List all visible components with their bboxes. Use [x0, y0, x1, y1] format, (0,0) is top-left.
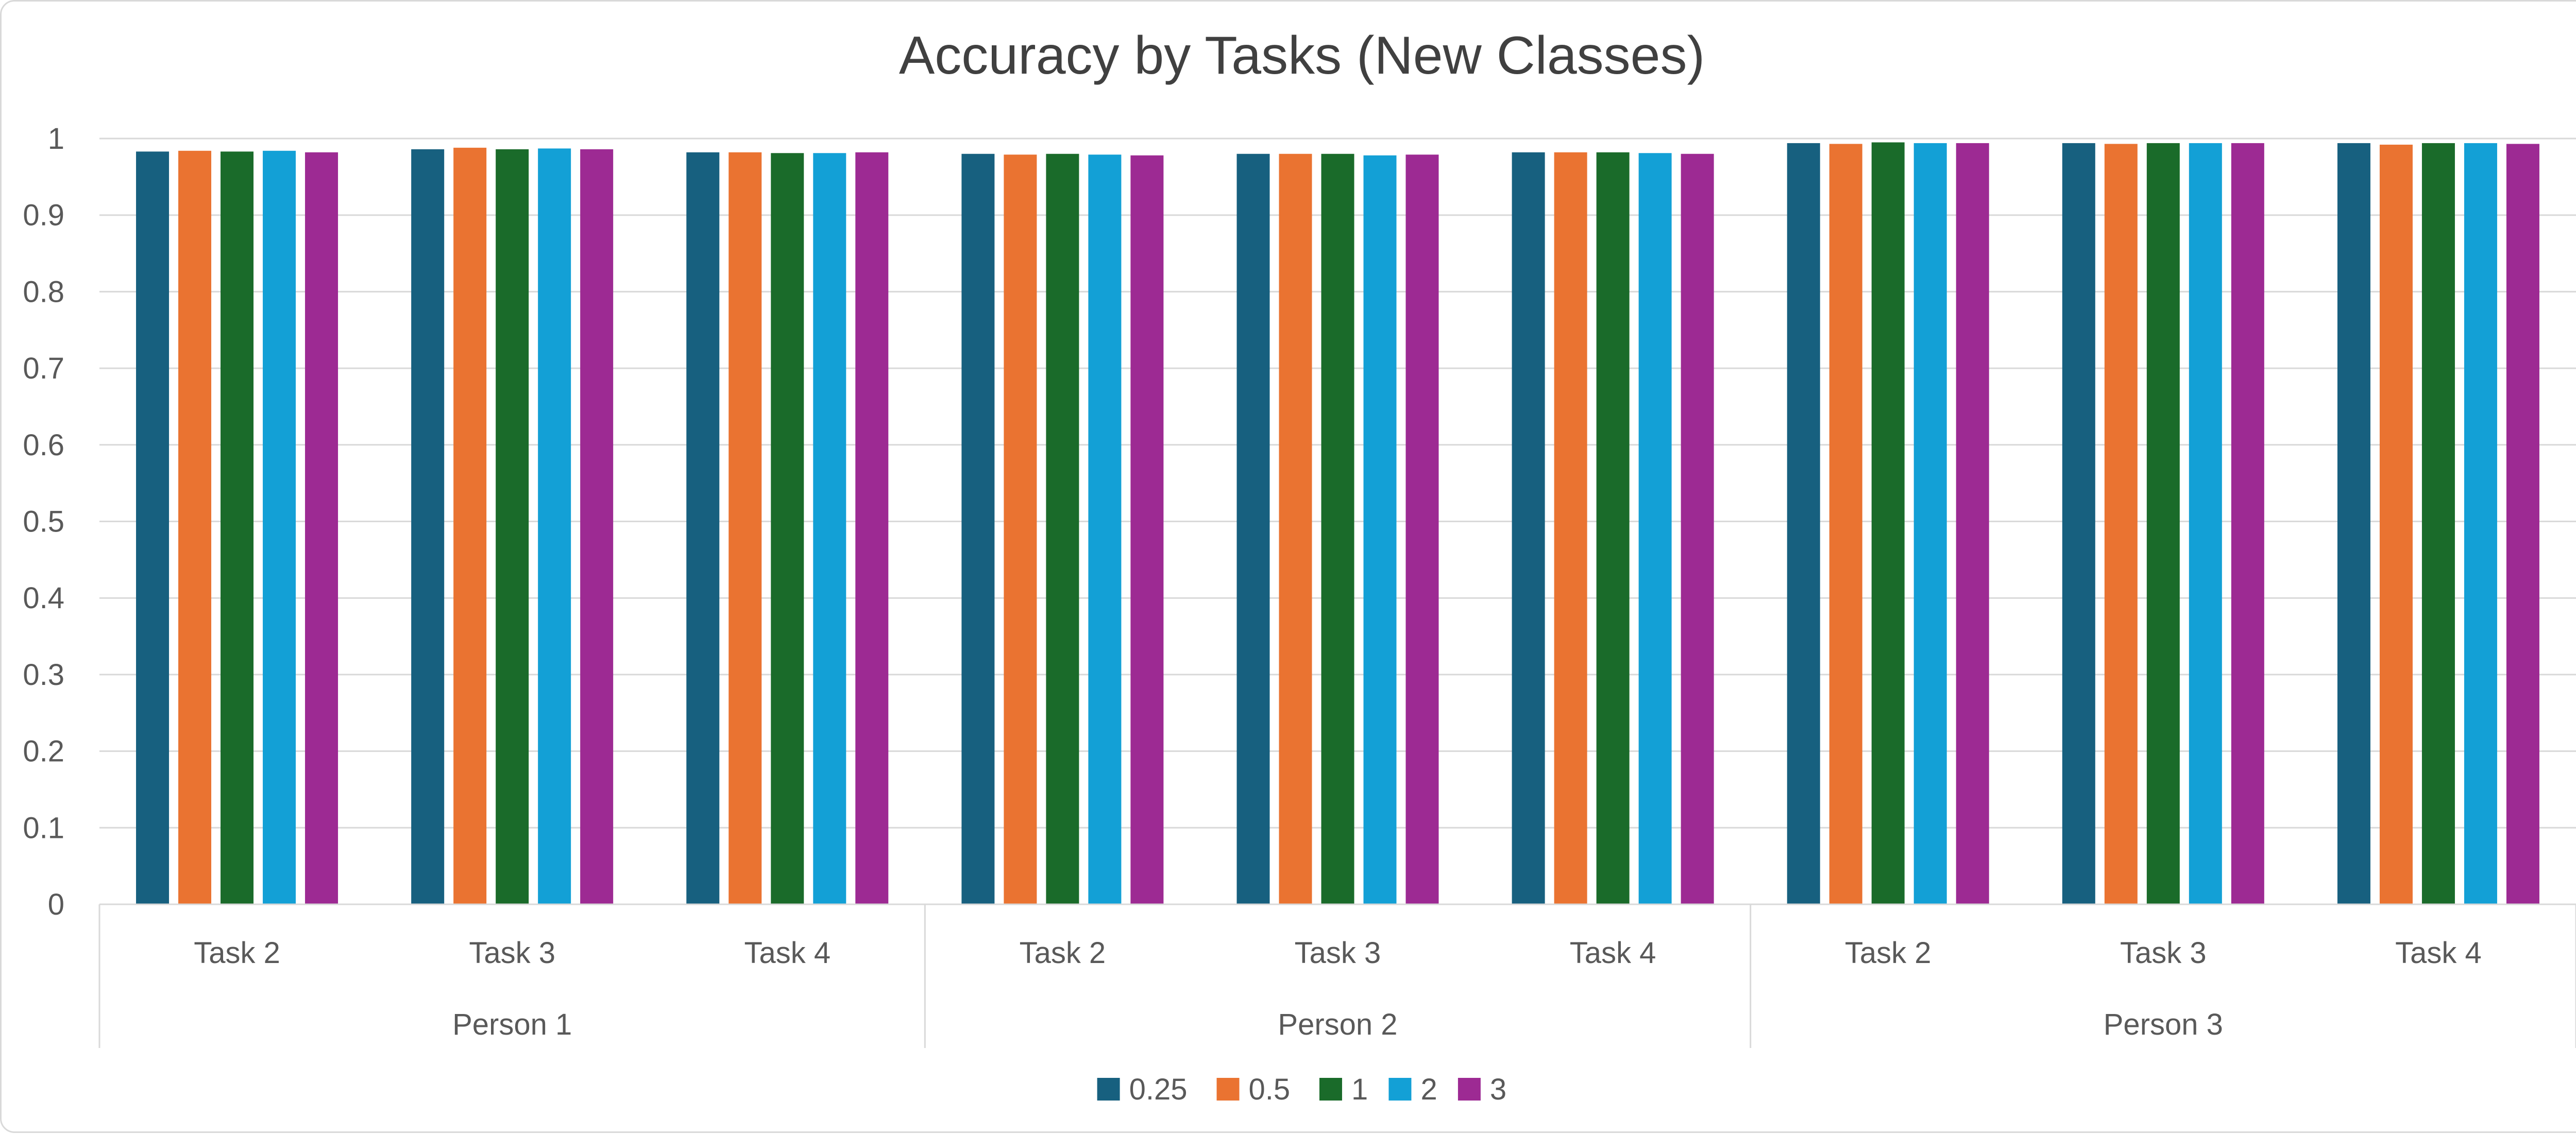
bar-0_5-person-1-task-2 — [178, 150, 212, 904]
x-tick-label: Task 3 — [2120, 936, 2207, 970]
bar-2-person-2-task-3 — [1363, 155, 1397, 904]
bar-1-person-2-task-3 — [1321, 153, 1354, 904]
bar-2-person-2-task-2 — [1088, 154, 1122, 904]
bar-2-person-3-task-4 — [2464, 143, 2497, 904]
bar-3-person-2-task-4 — [1681, 153, 1714, 904]
legend-label: 2 — [1420, 1073, 1437, 1106]
bar-3-person-2-task-3 — [1405, 154, 1439, 904]
bar-3-person-1-task-4 — [855, 152, 889, 904]
y-tick-label: 0.3 — [23, 658, 64, 692]
legend: 0.25 0.5 1 2 3 — [1097, 1073, 1506, 1106]
y-tick-label: 0.9 — [23, 199, 64, 232]
bar-3-person-1-task-2 — [305, 152, 338, 904]
bar-0_25-person-3-task-2 — [1787, 143, 1820, 904]
x-tick-label: Task 2 — [1845, 936, 1931, 970]
bar-1-person-1-task-3 — [496, 149, 529, 904]
bar-3-person-3-task-2 — [1956, 143, 1989, 904]
x-tick-label: Task 2 — [1020, 936, 1106, 970]
bar-1-person-1-task-4 — [771, 153, 804, 905]
bar-2-person-1-task-3 — [538, 148, 571, 904]
bar-0_5-person-3-task-2 — [1829, 144, 1862, 905]
bar-3-person-2-task-2 — [1130, 155, 1164, 904]
bar-3-person-3-task-4 — [2506, 144, 2539, 905]
x-tick-label: Task 2 — [194, 936, 280, 970]
x-tick-label: Task 3 — [469, 936, 555, 970]
bar-1-person-1-task-2 — [221, 151, 254, 904]
bar-0_25-person-1-task-3 — [411, 149, 445, 904]
y-axis-ticks: 0 0.1 0.2 0.3 0.4 0.5 0.6 0.7 0.8 0.9 1 — [23, 122, 64, 921]
bar-1-person-3-task-4 — [2421, 143, 2455, 904]
legend-swatch — [1458, 1078, 1481, 1101]
bar-2-person-3-task-2 — [1913, 143, 1947, 904]
y-tick-label: 0 — [48, 888, 64, 921]
bar-1-person-3-task-3 — [2146, 143, 2180, 904]
bar-2-person-1-task-4 — [813, 153, 846, 905]
bar-3-person-3-task-3 — [2231, 143, 2264, 904]
bar-0_25-person-2-task-4 — [1512, 152, 1545, 904]
bar-0_25-person-2-task-2 — [961, 153, 995, 904]
bar-0_5-person-3-task-3 — [2104, 144, 2138, 905]
y-tick-label: 0.5 — [23, 505, 64, 539]
y-tick-label: 0.8 — [23, 275, 64, 308]
bar-1-person-3-task-2 — [1871, 142, 1905, 904]
bar-0_25-person-1-task-4 — [686, 152, 720, 904]
bar-0_25-person-2-task-3 — [1236, 153, 1270, 904]
bar-0_5-person-2-task-4 — [1554, 152, 1587, 904]
group-label: Person 2 — [1278, 1008, 1397, 1041]
bar-1-person-2-task-4 — [1596, 152, 1630, 904]
legend-swatch — [1216, 1078, 1240, 1101]
legend-label: 1 — [1351, 1073, 1368, 1106]
y-tick-label: 1 — [48, 122, 64, 156]
legend-label: 0.25 — [1129, 1073, 1188, 1106]
legend-swatch — [1097, 1078, 1120, 1101]
x-axis: Task 2 Task 3 Task 4 Task 2 Task 3 Task 4 Task… — [98, 903, 2576, 1048]
bar-2-person-2-task-4 — [1638, 153, 1672, 905]
chart-title: Accuracy by Tasks (New Classes) — [899, 26, 1705, 85]
group-label: Person 3 — [2104, 1008, 2223, 1041]
y-tick-label: 0.2 — [23, 735, 64, 768]
y-tick-label: 0.4 — [23, 581, 64, 615]
bar-2-person-1-task-2 — [263, 150, 296, 904]
bar-3-person-1-task-3 — [580, 149, 614, 904]
bar-2-person-3-task-3 — [2189, 143, 2222, 904]
x-tick-label: Task 4 — [2395, 936, 2482, 970]
legend-label: 3 — [1490, 1073, 1506, 1106]
group-label: Person 1 — [452, 1008, 572, 1041]
bar-0_5-person-1-task-4 — [728, 152, 762, 904]
bars — [136, 142, 2539, 905]
bar-1-person-2-task-2 — [1046, 153, 1079, 904]
y-tick-label: 0.1 — [23, 811, 64, 845]
x-tick-label: Task 3 — [1295, 936, 1381, 970]
bar-0_5-person-2-task-3 — [1279, 153, 1312, 904]
y-tick-label: 0.7 — [23, 352, 64, 385]
bar-0_25-person-1-task-2 — [136, 151, 170, 904]
bar-0_5-person-2-task-2 — [1004, 154, 1037, 904]
legend-label: 0.5 — [1249, 1073, 1291, 1106]
y-tick-label: 0.6 — [23, 428, 64, 462]
bar-0_5-person-1-task-3 — [453, 147, 487, 904]
x-tick-label: Task 4 — [1570, 936, 1656, 970]
bar-0_25-person-3-task-4 — [2337, 143, 2370, 904]
x-tick-label: Task 4 — [744, 936, 831, 970]
legend-swatch — [1388, 1078, 1412, 1101]
bar-0_25-person-3-task-3 — [2062, 143, 2095, 904]
legend-swatch — [1319, 1078, 1342, 1101]
bar-0_5-person-3-task-4 — [2379, 144, 2413, 904]
